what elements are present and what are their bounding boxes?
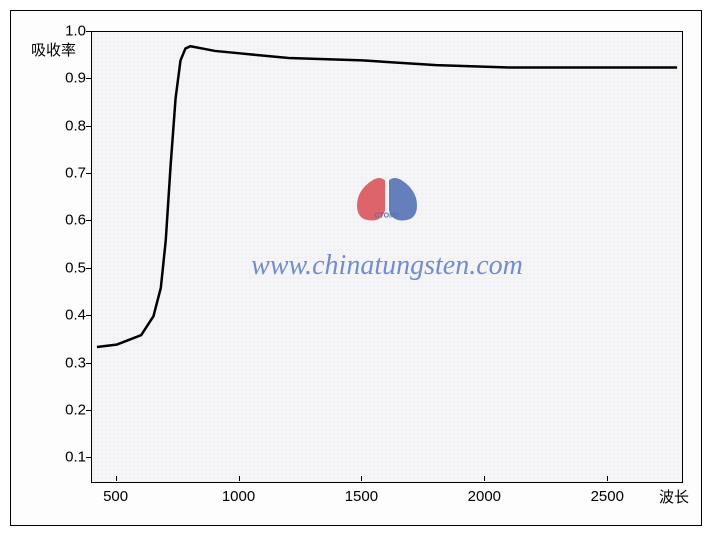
line-series	[92, 32, 682, 482]
y-tick-mark	[86, 315, 91, 316]
y-tick-label: 0.7	[56, 165, 86, 182]
y-tick-mark	[86, 126, 91, 127]
x-tick-label: 1000	[222, 488, 255, 505]
y-tick-label: 0.4	[56, 307, 86, 324]
x-tick-mark	[484, 476, 485, 481]
y-axis-label: 吸收率	[31, 39, 76, 60]
y-tick-mark	[86, 31, 91, 32]
y-tick-mark	[86, 457, 91, 458]
plot-area: CTOMS www.chinatungsten.com	[91, 31, 683, 483]
chart-container: 吸收率 CTOMS www.chinatungsten.com 波长 0.1 0.…	[10, 10, 702, 526]
y-tick-mark	[86, 173, 91, 174]
y-tick-label: 0.9	[56, 70, 86, 87]
x-tick-mark	[116, 476, 117, 481]
y-tick-label: 0.2	[56, 401, 86, 418]
x-tick-label: 2500	[591, 488, 624, 505]
y-tick-mark	[86, 220, 91, 221]
y-tick-mark	[86, 363, 91, 364]
x-tick-mark	[361, 476, 362, 481]
y-tick-label: 0.3	[56, 354, 86, 371]
x-tick-mark	[239, 476, 240, 481]
y-tick-mark	[86, 268, 91, 269]
x-tick-label: 2000	[468, 488, 501, 505]
y-tick-label: 0.1	[56, 449, 86, 466]
y-tick-mark	[86, 410, 91, 411]
y-tick-label: 0.6	[56, 212, 86, 229]
x-tick-label: 500	[103, 488, 128, 505]
y-tick-label: 1.0	[56, 23, 86, 40]
x-axis-label: 波长	[659, 486, 689, 507]
y-tick-label: 0.5	[56, 259, 86, 276]
x-tick-mark	[607, 476, 608, 481]
y-tick-label: 0.8	[56, 117, 86, 134]
x-tick-label: 1500	[345, 488, 378, 505]
y-tick-mark	[86, 78, 91, 79]
